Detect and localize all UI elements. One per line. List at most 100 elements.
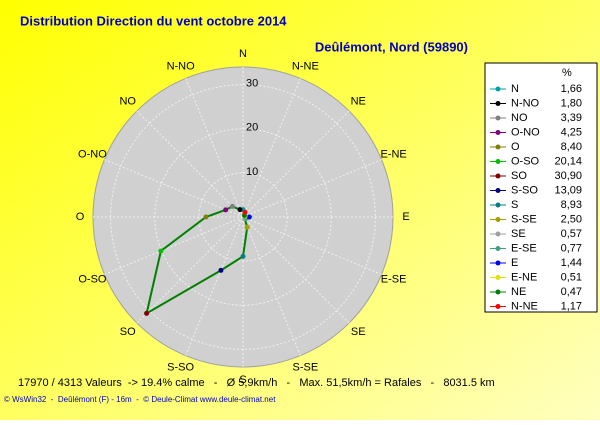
data-point	[237, 207, 243, 213]
legend-marker	[495, 231, 501, 237]
data-point	[203, 214, 209, 220]
data-point	[242, 209, 248, 215]
legend-value: 1,44	[561, 257, 582, 269]
direction-label: NE	[351, 96, 366, 108]
data-point	[158, 248, 164, 254]
legend-value: 0,51	[561, 271, 582, 283]
legend-marker	[495, 115, 501, 121]
legend-value: 4,25	[561, 126, 582, 138]
spoke	[242, 216, 382, 275]
data-point	[223, 207, 229, 213]
direction-label: E-NE	[380, 149, 406, 161]
legend-name: NE	[511, 286, 526, 298]
direction-label: S	[239, 374, 246, 386]
direction-label: N-NO	[167, 60, 196, 72]
legend-value: 0,77	[561, 242, 582, 254]
legend-marker	[495, 260, 501, 266]
legend-value: 1,80	[561, 97, 582, 109]
direction-label: N-NE	[292, 60, 319, 72]
legend-value: 0,47	[561, 286, 582, 298]
direction-label: O-SO	[78, 273, 107, 285]
direction-label: N	[239, 48, 247, 60]
data-point	[218, 267, 224, 273]
direction-label: S-SE	[293, 361, 319, 373]
legend-marker	[495, 246, 501, 251]
legend-name: E-NE	[511, 271, 537, 283]
legend-name: N	[511, 83, 519, 95]
legend-value: 1,66	[561, 83, 582, 95]
spoke	[104, 159, 244, 218]
legend-name: O-NO	[511, 126, 540, 138]
legend-name: S-SE	[511, 213, 537, 225]
direction-label: E	[402, 211, 409, 223]
r-tick-label: 10	[246, 166, 258, 178]
legend-value: 1,17	[561, 300, 582, 312]
spoke	[104, 216, 244, 275]
data-point	[229, 203, 235, 209]
data-point	[144, 310, 150, 316]
direction-label: S-SO	[167, 361, 194, 373]
legend-marker	[495, 173, 501, 179]
legend-marker	[495, 159, 501, 164]
data-point	[244, 224, 250, 230]
legend-marker	[495, 101, 501, 106]
spoke	[242, 78, 301, 218]
legend-name: E-SE	[511, 242, 537, 254]
legend-marker	[495, 275, 501, 280]
data-point	[246, 214, 252, 220]
legend-box	[484, 62, 598, 313]
footer: 17970 / 4313 Valeurs -> 19.4% calme - Ø …	[18, 377, 495, 389]
legend-name: NO	[511, 112, 528, 124]
direction-label: NO	[119, 96, 136, 108]
spoke	[242, 216, 301, 356]
spoke	[242, 216, 350, 324]
legend-value: 8,93	[561, 199, 582, 211]
legend-marker	[495, 86, 501, 92]
legend-name: N-NO	[511, 97, 540, 109]
legend-marker	[495, 289, 501, 295]
credit: © WsWin32 - Deûlémont (F) - 16m - © Deul…	[4, 395, 276, 404]
data-point	[240, 253, 246, 259]
legend-name: O-SO	[511, 155, 540, 167]
legend-name: N-NE	[511, 300, 538, 312]
legend-name: E	[511, 257, 518, 269]
grid-ring	[198, 172, 288, 262]
legend-name: SO	[511, 170, 527, 182]
spoke	[242, 110, 350, 218]
legend-value: 20,14	[554, 155, 582, 167]
spoke	[136, 216, 244, 324]
spoke	[136, 110, 244, 218]
spoke	[185, 78, 244, 218]
legend-value: 13,09	[554, 184, 582, 196]
r-tick-label: 30	[246, 78, 258, 90]
direction-label: E-SE	[381, 273, 407, 285]
spoke	[185, 216, 244, 356]
spoke	[242, 159, 382, 218]
chart-subtitle: Deûlémont, Nord (59890)	[315, 39, 468, 54]
legend-marker	[495, 217, 501, 222]
legend-marker	[495, 144, 501, 150]
direction-label: O-NO	[78, 149, 107, 161]
grid-ring	[110, 84, 376, 350]
legend-title: %	[562, 67, 572, 79]
direction-label: SO	[120, 326, 136, 338]
legend-marker	[495, 130, 501, 135]
legend-value: 2,50	[561, 213, 582, 225]
legend-name: S	[511, 199, 518, 211]
legend-value: 3,39	[561, 112, 582, 124]
legend-name: S-SO	[511, 184, 538, 196]
legend-marker	[495, 188, 501, 193]
legend-marker	[495, 304, 501, 309]
legend-value: 30,90	[554, 170, 582, 182]
r-tick-label: 20	[246, 122, 258, 134]
legend-value: 0,57	[561, 228, 582, 240]
chart-title: Distribution Direction du vent octobre 2…	[20, 13, 287, 28]
direction-label: SE	[351, 326, 366, 338]
legend-name: SE	[511, 228, 526, 240]
grid-ring	[154, 128, 332, 306]
direction-label: O	[76, 211, 85, 223]
legend-name: O	[511, 141, 520, 153]
legend-marker	[495, 202, 501, 208]
legend-value: 8,40	[561, 141, 582, 153]
